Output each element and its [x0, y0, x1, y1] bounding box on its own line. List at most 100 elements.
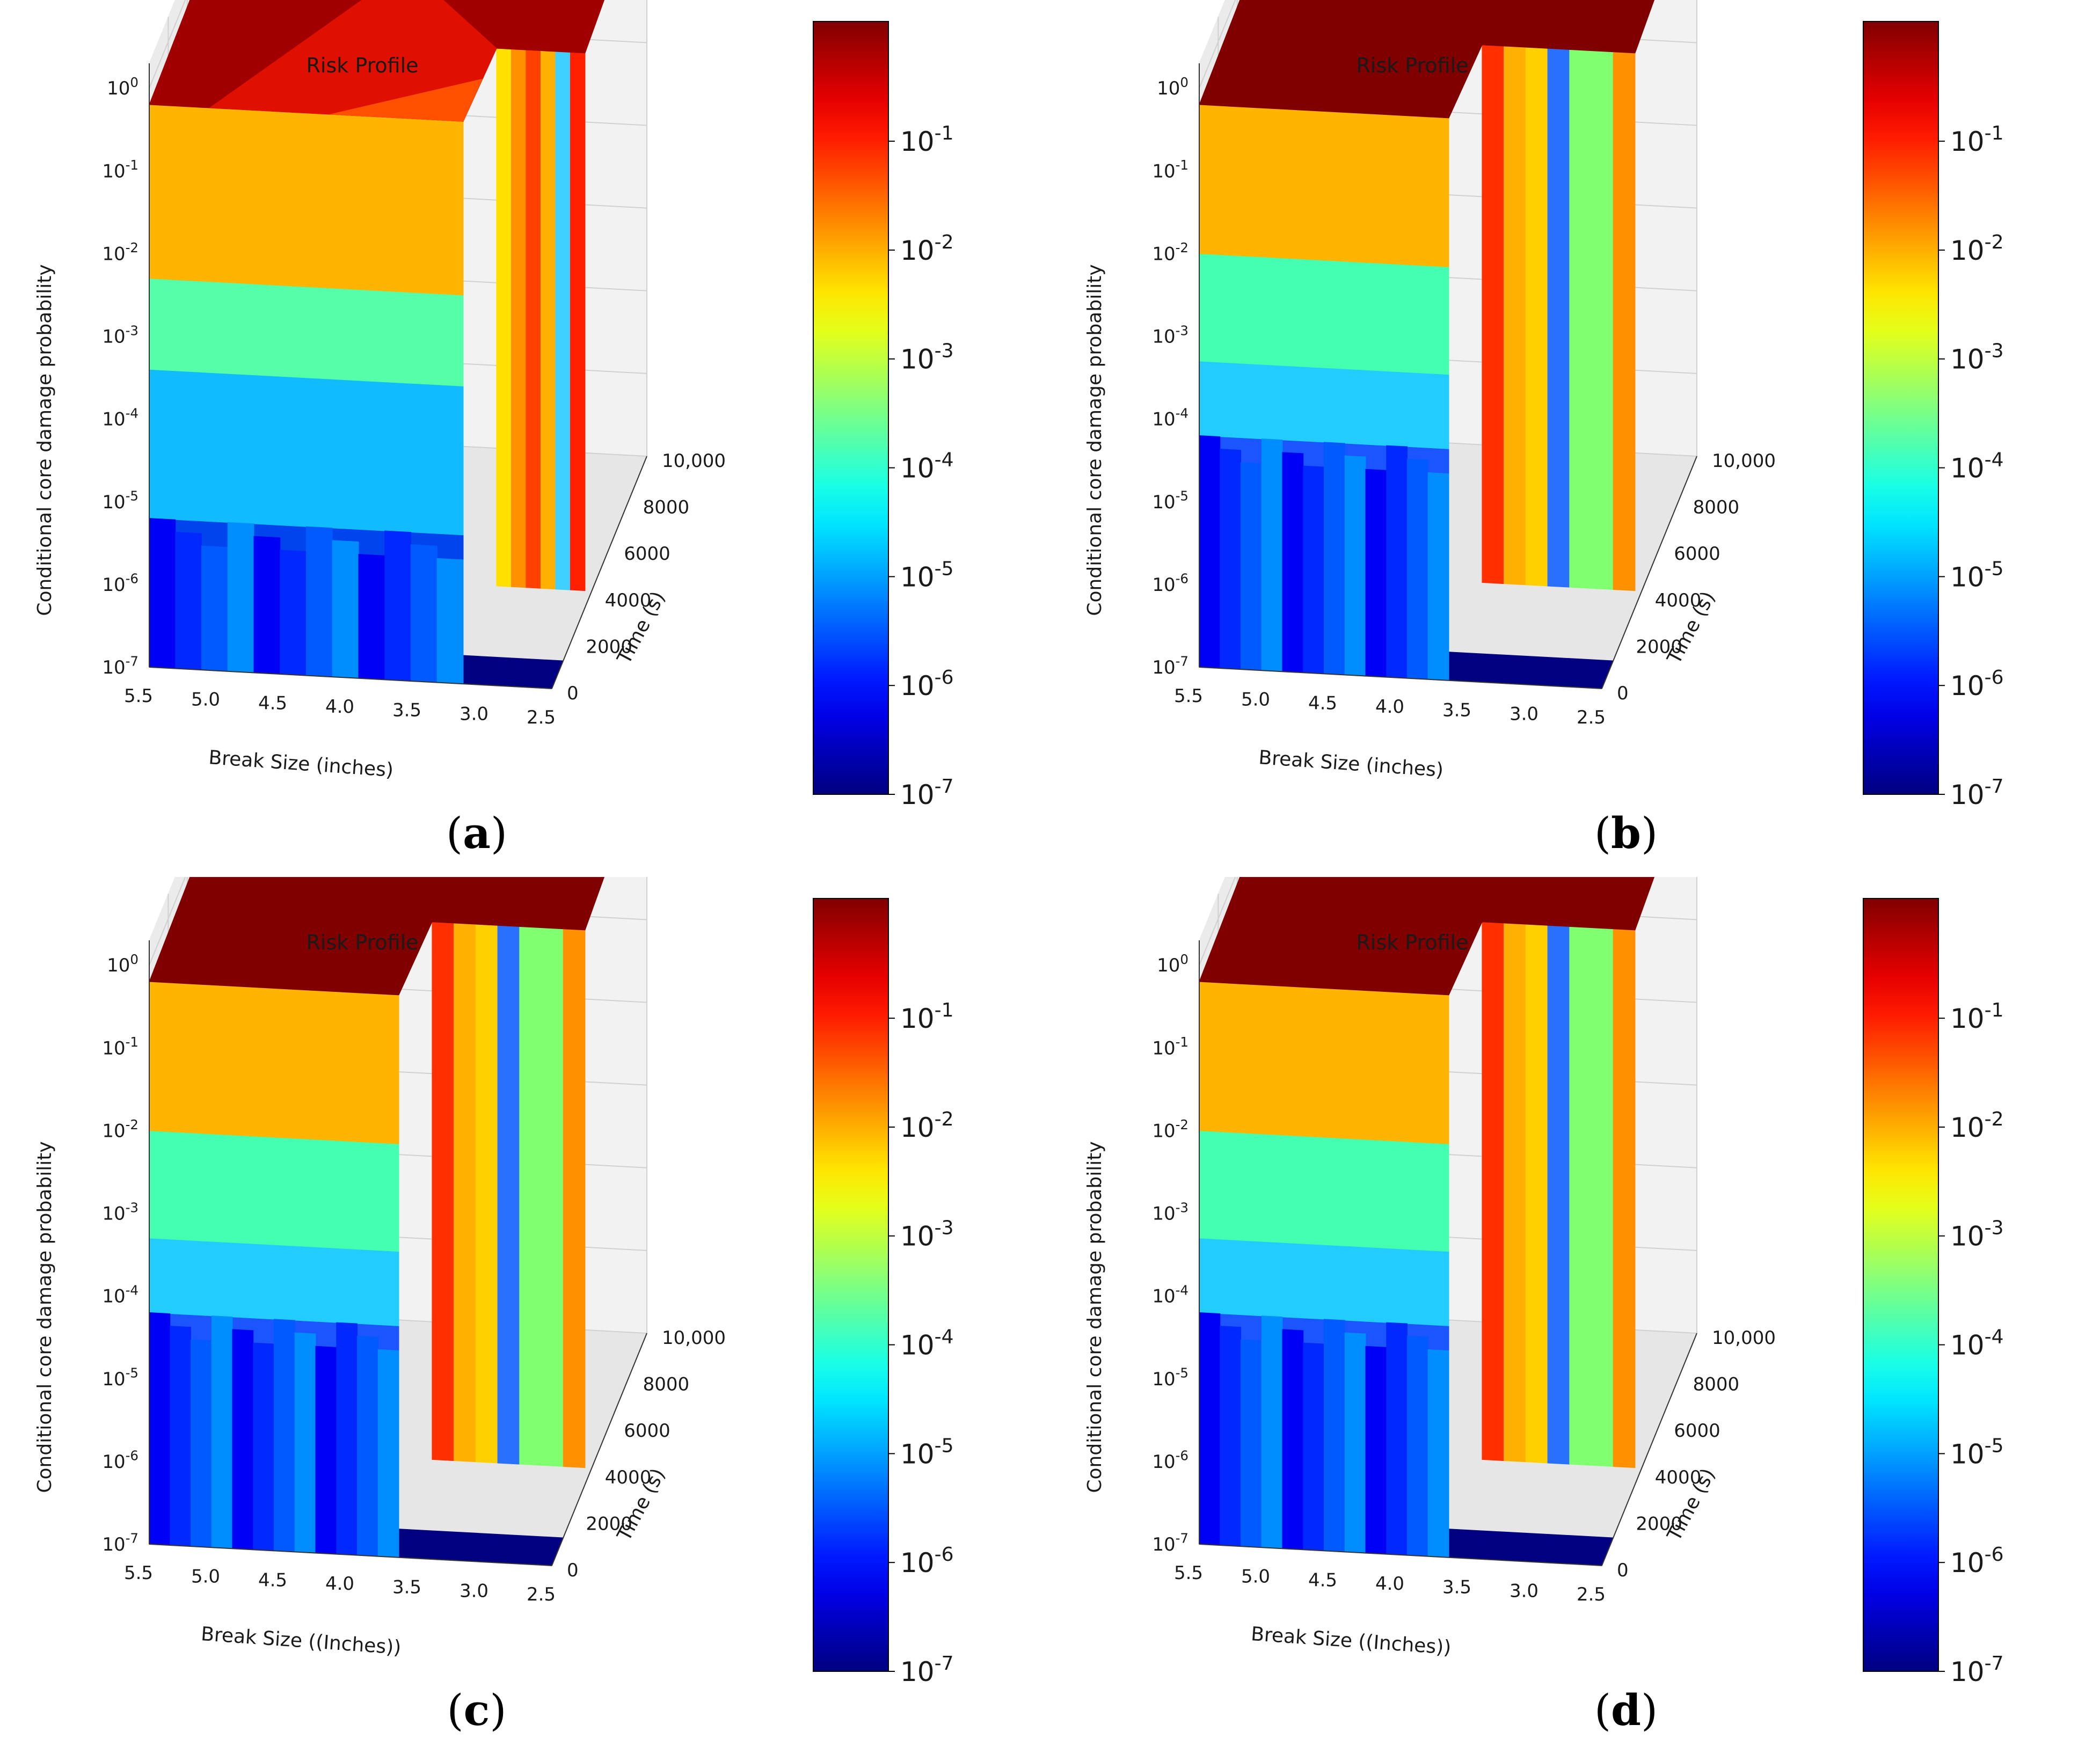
colorbar: 10-7 10-6 10-5 10-4 10-3 10-2 10-1	[813, 21, 954, 810]
x-tick-label: 4.0	[325, 696, 354, 718]
x-tick-label: 3.5	[1442, 700, 1471, 721]
z-tick-label: 10-3	[102, 1200, 138, 1224]
front-face-band	[1199, 104, 1449, 267]
z-tick-label: 10-5	[102, 1365, 138, 1390]
x-tick-label: 2.5	[1577, 707, 1606, 728]
notch-strip	[454, 923, 476, 1463]
grid-line	[149, 0, 186, 89]
colorbar-tick-label: 10-2	[1950, 231, 2004, 266]
notch-strip	[563, 929, 586, 1468]
tick-labels: 5.5 5.0 4.5 4.0 3.5 3.0 2.5 0 2000 4000 6000 8000 10…	[1152, 75, 1776, 728]
x-tick-label: 5.5	[124, 1562, 153, 1584]
colorbar-tick-label: 10-2	[900, 1108, 954, 1143]
chart-a: 5.5 5.0 4.5 4.0 3.5 3.0 2.5 0 2000 4000 6000 8000 10…	[34, 0, 954, 810]
front-face-strip	[253, 1342, 274, 1551]
z-tick-label: 10-3	[102, 323, 138, 347]
z-axis-label: Conditional core damage probability	[1084, 1141, 1106, 1493]
colorbar-gradient	[1863, 898, 1939, 1672]
x-tick-label: 5.0	[1241, 689, 1270, 711]
notch-strip	[511, 49, 527, 588]
colorbar-tick-label: 10-1	[1950, 999, 2004, 1034]
colorbar-tick-label: 10-6	[1950, 667, 2004, 701]
notch-strip	[1613, 929, 1636, 1468]
y-tick-label: 6000	[1674, 1420, 1720, 1442]
y-tick-label: 10,000	[662, 1327, 726, 1349]
front-face-strip	[1344, 1332, 1366, 1554]
z-tick-label: 10-5	[102, 488, 138, 513]
z-tick-label: 10-1	[102, 1034, 138, 1059]
x-tick-label: 4.5	[1308, 1569, 1337, 1591]
z-tick-label: 100	[107, 75, 138, 99]
x-tick-label: 5.5	[1174, 685, 1203, 707]
front-face-strip	[357, 1335, 378, 1557]
colorbar-tick-label: 10-1	[900, 999, 954, 1034]
front-face-strip	[1427, 1349, 1449, 1558]
tick-labels: 5.5 5.0 4.5 4.0 3.5 3.0 2.5 0 2000 4000 6000 8000 10…	[1152, 952, 1776, 1605]
y-tick-label: 2000	[1636, 1513, 1682, 1534]
z-tick-label: 10-3	[1152, 323, 1188, 347]
front-face-strip	[170, 1326, 191, 1547]
front-face-strip	[1220, 1326, 1241, 1547]
notch-strip	[1504, 923, 1526, 1463]
z-tick-label: 100	[1157, 952, 1188, 976]
colorbar-tick-label: 10-4	[1950, 1326, 2004, 1361]
front-face-strip	[315, 1346, 337, 1555]
z-tick-label: 10-2	[102, 240, 138, 265]
x-tick-label: 2.5	[527, 1584, 556, 1605]
y-tick-label: 0	[1617, 683, 1629, 704]
front-face-strip	[1303, 1342, 1324, 1551]
front-face-band	[149, 981, 399, 1144]
y-tick-label: 10,000	[1712, 1327, 1776, 1349]
colorbar-tick-label: 10-3	[1950, 1217, 2004, 1252]
y-tick-label: 6000	[624, 1420, 670, 1442]
colorbar-tick-label: 10-5	[1950, 1435, 2004, 1470]
x-tick-label: 4.0	[1375, 696, 1404, 718]
front-face-strip	[1324, 1319, 1345, 1552]
x-axis-line	[1199, 1544, 1602, 1566]
notch-strip	[1569, 49, 1592, 589]
y-axis-line	[551, 456, 647, 689]
front-face-strip	[1407, 458, 1428, 680]
front-face-strip	[358, 554, 385, 680]
z-tick-label: 100	[107, 952, 138, 976]
colorbar-tick-label: 10-7	[1950, 1653, 2004, 1687]
panel-caption: (c)	[447, 1685, 507, 1735]
y-tick-label: 4000	[1655, 1467, 1702, 1488]
colorbar-tick-label: 10-4	[900, 1326, 954, 1361]
y-axis-line	[1601, 456, 1697, 689]
front-face-band	[149, 104, 464, 296]
front-face-band	[1199, 981, 1449, 1144]
x-tick-label: 4.5	[1308, 692, 1337, 714]
z-axis-label: Conditional core damage probability	[1084, 264, 1106, 616]
axes-edges	[149, 63, 647, 689]
colorbar-tick-label: 10-2	[1950, 1108, 2004, 1143]
y-tick-label: 2000	[586, 636, 632, 657]
front-face-strip	[232, 1329, 254, 1550]
front-face-strip	[332, 540, 359, 679]
notch-strip	[541, 927, 564, 1467]
colorbar-gradient	[813, 21, 889, 795]
notch-strip	[1482, 922, 1505, 1461]
x-tick-label: 4.0	[325, 1573, 354, 1595]
y-tick-label: 10,000	[1712, 450, 1776, 472]
y-tick-label: 4000	[605, 1467, 652, 1488]
panel-caption: (d)	[1594, 1685, 1658, 1735]
front-face-strip	[1386, 445, 1408, 679]
notch-strip	[1547, 48, 1570, 588]
notch-strip	[555, 51, 571, 590]
panel-d: 5.5 5.0 4.5 4.0 3.5 3.0 2.5 0 2000 4000 6000 8000 10…	[1050, 877, 2100, 1754]
z-tick-label: 10-6	[102, 571, 138, 596]
z-tick-label: 10-7	[102, 654, 138, 678]
front-face-strip	[1282, 452, 1304, 673]
colorbar-tick-label: 10-5	[1950, 558, 2004, 593]
x-tick-label: 5.5	[1174, 1562, 1203, 1584]
x-tick-label: 3.5	[392, 700, 421, 721]
x-tick-label: 3.5	[1442, 1577, 1471, 1598]
axes-edges	[1199, 63, 1697, 689]
front-face-band	[1199, 1130, 1449, 1252]
y-axis-line	[551, 1333, 647, 1566]
chart-title: Risk Profile	[307, 931, 419, 954]
front-face-strip	[274, 1319, 295, 1552]
z-tick-label: 10-4	[102, 1282, 138, 1307]
front-face-strip	[1282, 1329, 1304, 1550]
